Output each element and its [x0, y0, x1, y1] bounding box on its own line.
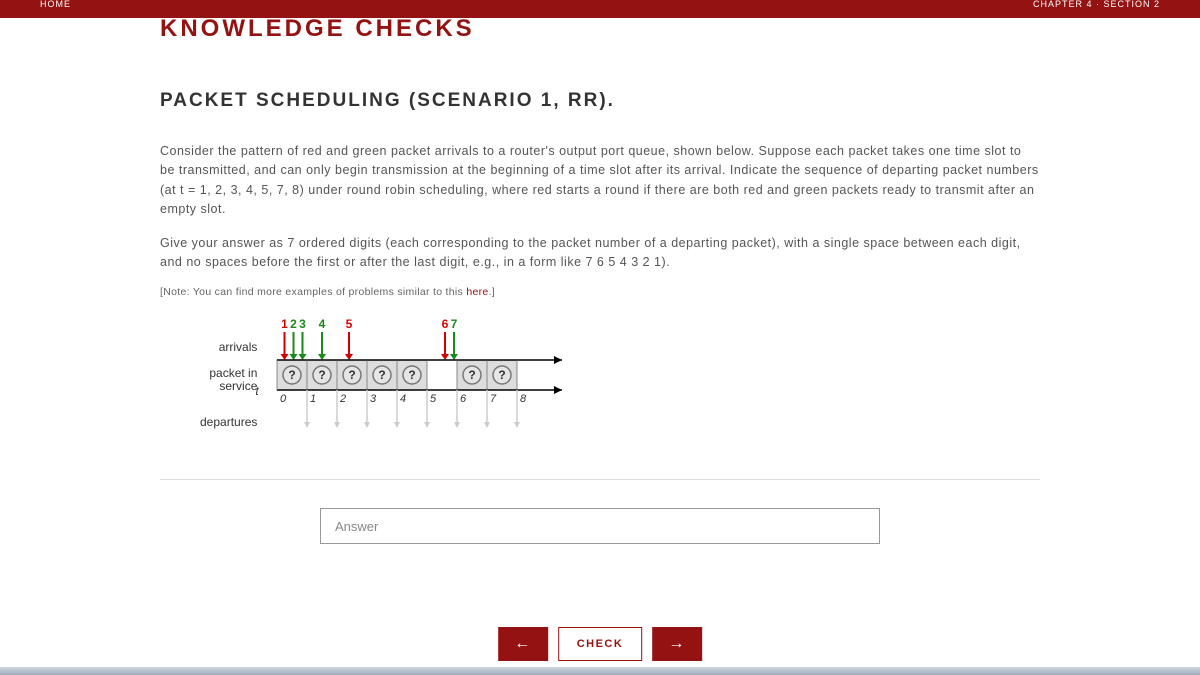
svg-text:?: ?	[289, 368, 296, 382]
label-departures: departures	[200, 400, 257, 440]
note-suffix: .]	[489, 286, 495, 298]
svg-text:0: 0	[280, 393, 287, 405]
svg-text:1: 1	[282, 317, 289, 331]
svg-text:3: 3	[300, 317, 307, 331]
svg-text:?: ?	[319, 368, 326, 382]
svg-text:2: 2	[291, 317, 298, 331]
svg-text:8: 8	[520, 393, 527, 405]
label-arrivals: arrivals	[200, 316, 257, 360]
chart-svg: 1234567???????012345678	[267, 316, 587, 456]
topbar-left[interactable]: HOME	[40, 0, 71, 18]
note-link[interactable]: here	[466, 286, 488, 298]
topbar-right: CHAPTER 4 · SECTION 2	[1033, 0, 1160, 18]
note-prefix: [Note: You can find more examples of pro…	[160, 286, 466, 298]
svg-text:1: 1	[310, 393, 316, 405]
answer-wrap	[160, 508, 1040, 544]
paragraph-1: Consider the pattern of red and green pa…	[160, 142, 1040, 220]
svg-text:7: 7	[451, 317, 458, 331]
svg-text:4: 4	[319, 317, 326, 331]
svg-text:5: 5	[346, 317, 353, 331]
arrow-right-icon: →	[668, 635, 686, 653]
svg-text:3: 3	[370, 393, 377, 405]
prev-button[interactable]: ←	[498, 627, 548, 661]
svg-text:5: 5	[430, 393, 437, 405]
t-label: t	[255, 384, 258, 398]
question-title: PACKET SCHEDULING (SCENARIO 1, RR).	[160, 90, 1040, 112]
diagram: arrivals packet in service departures t …	[200, 316, 1040, 461]
svg-text:?: ?	[469, 368, 476, 382]
answer-input[interactable]	[320, 508, 880, 544]
check-button[interactable]: CHECK	[558, 627, 643, 661]
nav-buttons: ← CHECK →	[498, 627, 702, 661]
svg-text:2: 2	[339, 393, 346, 405]
footer-bar	[0, 667, 1200, 675]
topbar: HOME CHAPTER 4 · SECTION 2	[0, 0, 1200, 18]
svg-text:?: ?	[499, 368, 506, 382]
svg-text:7: 7	[490, 393, 497, 405]
next-button[interactable]: →	[652, 627, 702, 661]
note: [Note: You can find more examples of pro…	[160, 286, 1040, 298]
paragraph-2: Give your answer as 7 ordered digits (ea…	[160, 234, 1040, 273]
divider	[160, 479, 1040, 480]
svg-text:4: 4	[400, 393, 406, 405]
svg-text:6: 6	[442, 317, 449, 331]
svg-text:?: ?	[349, 368, 356, 382]
page-header: KNOWLEDGE CHECKS	[0, 18, 1200, 40]
svg-text:?: ?	[379, 368, 386, 382]
arrow-left-icon: ←	[514, 635, 532, 653]
svg-text:?: ?	[409, 368, 416, 382]
content: PACKET SCHEDULING (SCENARIO 1, RR). Cons…	[0, 40, 1200, 544]
label-service: packet in service	[200, 360, 257, 400]
svg-text:6: 6	[460, 393, 467, 405]
